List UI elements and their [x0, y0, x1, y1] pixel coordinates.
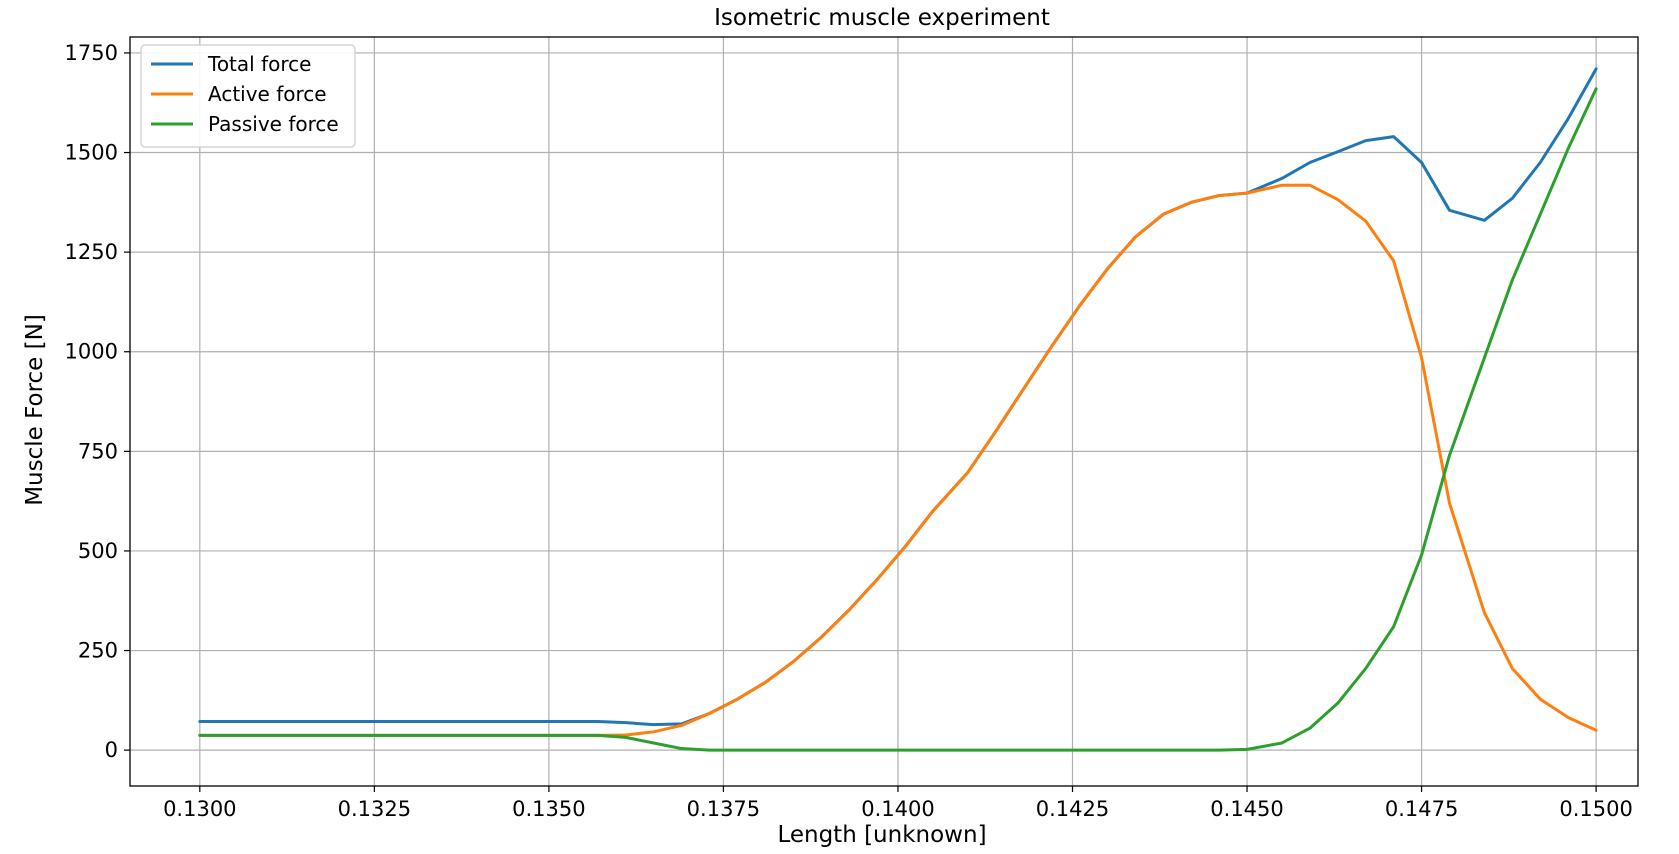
series-line-passive-force [198, 87, 1598, 752]
legend-label-active-force: Active force [208, 82, 327, 106]
x-axis-label: Length [unknown] [777, 822, 986, 848]
legend-label-passive-force: Passive force [208, 112, 339, 136]
y-tick-label: 500 [78, 539, 118, 563]
legend-label-total-force: Total force [207, 52, 311, 76]
legend-box [140, 44, 356, 148]
x-tick-label: 0.1425 [1036, 797, 1109, 821]
y-tick-label: 1000 [65, 340, 118, 364]
series-line-active-force [198, 183, 1598, 737]
plot-frame [129, 36, 1639, 787]
y-tick-label: 0 [105, 738, 118, 762]
y-tick-label: 750 [78, 439, 118, 463]
x-tick-label: 0.1375 [687, 797, 760, 821]
series-layer [198, 67, 1598, 752]
x-tick-label: 0.1325 [338, 797, 411, 821]
x-tick-label: 0.1500 [1559, 797, 1632, 821]
tick-labels: 0.1300 0.1325 0.1350 0.1375 0.1400 0.1425 0.14… [65, 41, 1633, 821]
x-tick-label: 0.1350 [512, 797, 585, 821]
legend: Total force Active force Passive force [140, 44, 356, 148]
y-axis-label: Muscle Force [N] [22, 314, 48, 506]
ticks [124, 52, 1597, 792]
y-tick-label: 1250 [65, 240, 118, 264]
chart-title: Isometric muscle experiment [714, 5, 1050, 31]
x-tick-label: 0.1475 [1385, 797, 1458, 821]
y-tick-label: 1500 [65, 141, 118, 165]
x-tick-label: 0.1400 [861, 797, 934, 821]
x-tick-label: 0.1300 [163, 797, 236, 821]
y-tick-label: 1750 [65, 41, 118, 65]
x-tick-label: 0.1450 [1210, 797, 1283, 821]
y-tick-label: 250 [78, 639, 118, 663]
